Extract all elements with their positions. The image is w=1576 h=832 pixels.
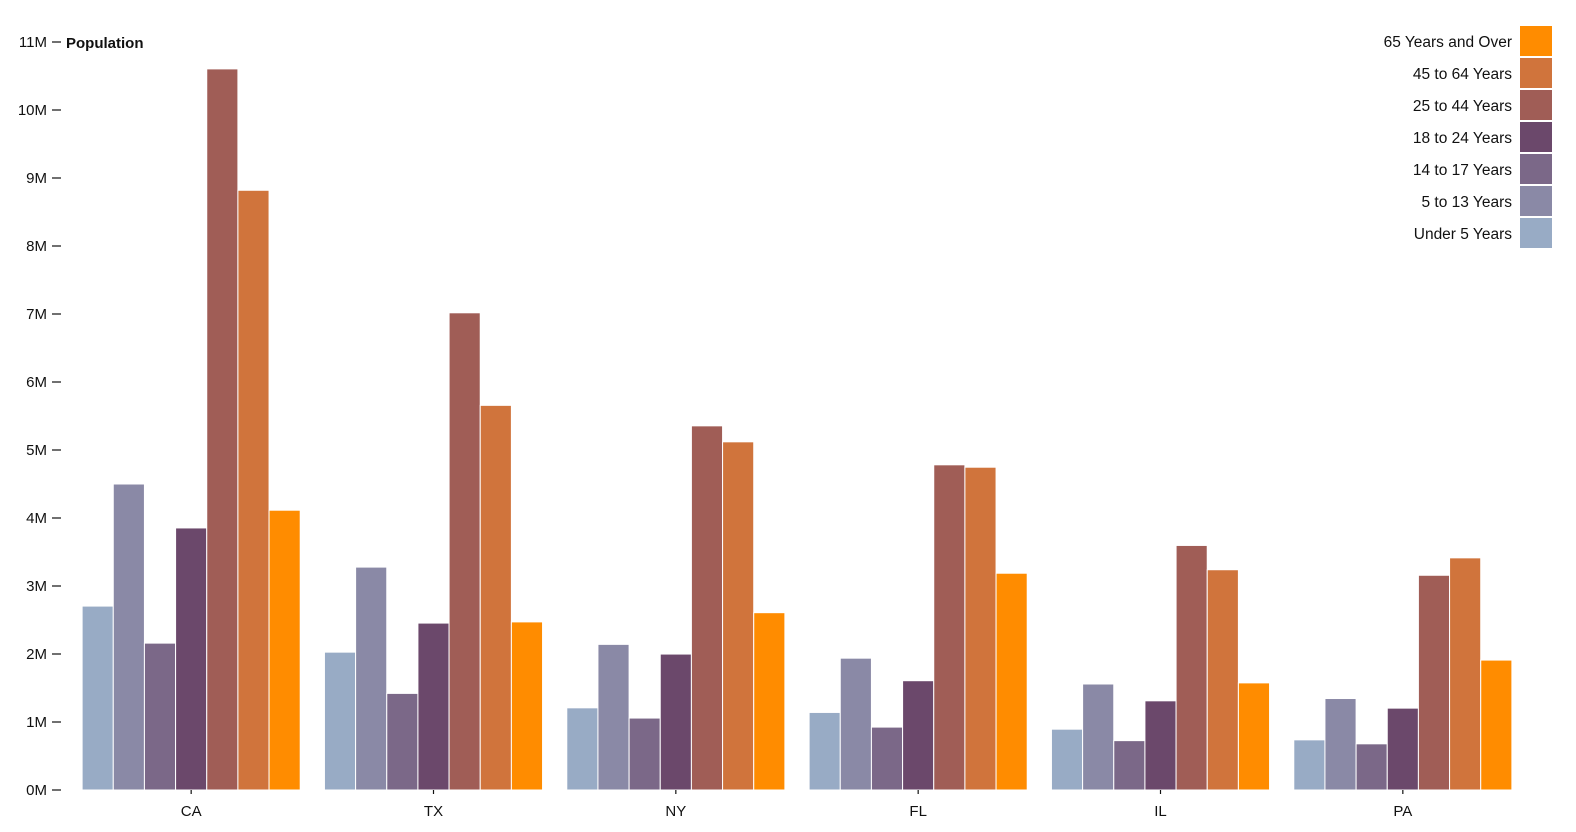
bar-il-2: [1113, 740, 1146, 791]
y-tick-label: 7M: [26, 306, 47, 323]
y-tick-label: 5M: [26, 442, 47, 459]
bar-tx-2: [386, 692, 419, 791]
legend: 65 Years and Over 45 to 64 Years 25 to 44 …: [1384, 26, 1552, 248]
bar-fl-3: [902, 680, 935, 791]
bar-fl-6: [995, 572, 1028, 791]
bar-fl-0: [808, 711, 841, 791]
x-tick-label: PA: [1393, 803, 1412, 820]
y-tick-label: 8M: [26, 238, 47, 255]
bar-fl-5: [964, 466, 997, 791]
y-axis: 0M 1M 2M 3M 4M 5M 6M 7M 8M 9M 10M 11M: [18, 34, 61, 799]
bar-tx-5: [479, 404, 512, 791]
legend-swatch: [1520, 122, 1552, 152]
legend-swatch: [1520, 58, 1552, 88]
bar-ny-3: [659, 653, 692, 791]
legend-label: 65 Years and Over: [1384, 34, 1512, 51]
x-tick-label: TX: [424, 803, 443, 820]
legend-swatch: [1520, 154, 1552, 184]
bar-tx-3: [417, 622, 450, 791]
bar-pa-4: [1417, 574, 1451, 791]
y-tick-label: 11M: [19, 34, 47, 51]
y-axis-title: Population: [66, 35, 144, 52]
y-tick-label: 2M: [26, 646, 47, 663]
bar-tx-1: [355, 566, 388, 791]
bar-il-3: [1144, 700, 1177, 791]
bar-pa-3: [1386, 707, 1419, 791]
legend-swatch: [1520, 90, 1552, 120]
legend-label: 14 to 17 Years: [1413, 162, 1512, 179]
bar-ca-3: [175, 527, 208, 791]
bar-pa-6: [1480, 659, 1513, 791]
bar-ny-6: [753, 612, 786, 791]
x-tick-label: IL: [1154, 803, 1167, 820]
legend-swatch: [1520, 26, 1552, 56]
bar-ny-5: [722, 441, 755, 791]
legend-label: 45 to 64 Years: [1413, 66, 1512, 83]
y-tick-label: 4M: [26, 510, 47, 527]
bar-ny-0: [566, 707, 599, 791]
bar-fl-4: [933, 464, 966, 791]
bar-il-6: [1237, 682, 1271, 791]
y-tick-label: 1M: [26, 714, 47, 731]
legend-label: 18 to 24 Years: [1413, 130, 1512, 147]
legend-label: 25 to 44 Years: [1413, 98, 1512, 115]
bar-tx-6: [510, 621, 544, 791]
bar-tx-0: [323, 651, 357, 791]
y-tick-label: 0M: [26, 782, 47, 799]
bar-ca-0: [81, 605, 114, 791]
y-tick-label: 6M: [26, 374, 47, 391]
bar-il-5: [1206, 569, 1239, 791]
x-tick-label: CA: [181, 803, 202, 820]
legend-label: Under 5 Years: [1414, 226, 1512, 243]
bar-ca-4: [206, 68, 239, 791]
x-axis: CA TX NY FL IL PA: [181, 790, 1412, 820]
bar-il-1: [1082, 683, 1115, 791]
bar-ny-1: [597, 643, 630, 791]
y-tick-label: 3M: [26, 578, 47, 595]
x-tick-label: FL: [909, 803, 927, 820]
bar-ca-6: [268, 509, 301, 791]
legend-label: 5 to 13 Years: [1422, 194, 1513, 211]
legend-swatch: [1520, 186, 1552, 216]
bar-fl-2: [870, 726, 904, 791]
bar-il-4: [1175, 544, 1208, 791]
bar-pa-5: [1449, 557, 1482, 791]
bar-ca-5: [237, 189, 270, 791]
bar-ca-2: [143, 642, 177, 791]
bar-pa-2: [1355, 743, 1388, 791]
bars-group: [81, 68, 1513, 791]
x-tick-label: NY: [665, 803, 686, 820]
bar-ny-4: [690, 425, 724, 791]
bar-fl-1: [839, 657, 872, 791]
y-tick-label: 9M: [26, 170, 47, 187]
y-tick-label: 10M: [18, 102, 47, 119]
bar-ny-2: [628, 717, 661, 791]
bar-pa-1: [1324, 698, 1357, 791]
bar-ca-1: [112, 483, 145, 791]
bar-tx-4: [448, 312, 481, 791]
legend-swatch: [1520, 218, 1552, 248]
bar-pa-0: [1293, 739, 1326, 791]
bar-il-0: [1050, 728, 1084, 791]
